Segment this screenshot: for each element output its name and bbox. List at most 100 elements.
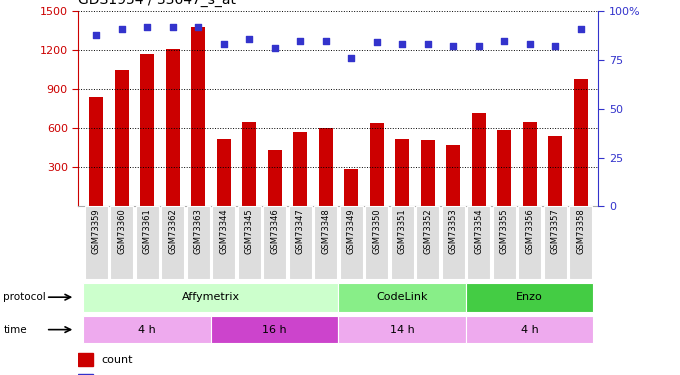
Bar <box>573 79 588 206</box>
FancyBboxPatch shape <box>263 206 286 279</box>
FancyBboxPatch shape <box>441 206 464 279</box>
FancyBboxPatch shape <box>288 206 311 279</box>
Text: GSM73344: GSM73344 <box>219 209 228 254</box>
FancyBboxPatch shape <box>339 283 466 312</box>
Text: Affymetrix: Affymetrix <box>182 292 240 302</box>
FancyBboxPatch shape <box>569 206 592 279</box>
FancyBboxPatch shape <box>211 316 339 344</box>
Bar <box>318 128 333 206</box>
Point <box>320 38 331 44</box>
FancyBboxPatch shape <box>161 206 184 279</box>
FancyBboxPatch shape <box>466 283 593 312</box>
FancyBboxPatch shape <box>83 283 339 312</box>
Text: GSM73347: GSM73347 <box>296 209 305 254</box>
Bar <box>369 123 384 206</box>
Text: GDS1954 / 33647_s_at: GDS1954 / 33647_s_at <box>78 0 236 8</box>
FancyBboxPatch shape <box>83 316 211 344</box>
Text: time: time <box>3 325 27 334</box>
FancyBboxPatch shape <box>135 206 158 279</box>
Text: GSM73345: GSM73345 <box>245 209 254 254</box>
Bar <box>78 353 92 366</box>
Text: GSM73346: GSM73346 <box>270 209 279 254</box>
Text: GSM73362: GSM73362 <box>168 209 177 254</box>
Text: 4 h: 4 h <box>138 325 156 334</box>
Bar <box>140 54 154 206</box>
FancyBboxPatch shape <box>543 206 566 279</box>
FancyBboxPatch shape <box>416 206 439 279</box>
Bar <box>420 140 435 206</box>
Bar <box>395 139 409 206</box>
FancyBboxPatch shape <box>518 206 541 279</box>
Bar <box>293 132 307 206</box>
Text: GSM73356: GSM73356 <box>525 209 534 254</box>
FancyBboxPatch shape <box>186 206 209 279</box>
FancyBboxPatch shape <box>339 316 466 344</box>
Point <box>371 39 382 45</box>
Bar <box>191 27 205 206</box>
Text: GSM73354: GSM73354 <box>474 209 483 254</box>
Text: GSM73349: GSM73349 <box>347 209 356 254</box>
Point <box>269 45 280 51</box>
FancyBboxPatch shape <box>212 206 235 279</box>
Text: GSM73351: GSM73351 <box>398 209 407 254</box>
FancyBboxPatch shape <box>466 316 593 344</box>
Point <box>575 26 586 32</box>
FancyBboxPatch shape <box>84 206 107 279</box>
FancyBboxPatch shape <box>110 206 133 279</box>
Text: protocol: protocol <box>3 292 46 302</box>
Text: Enzo: Enzo <box>516 292 543 302</box>
Point <box>243 36 254 42</box>
FancyBboxPatch shape <box>339 206 362 279</box>
FancyBboxPatch shape <box>390 206 413 279</box>
Text: GSM73359: GSM73359 <box>92 209 101 254</box>
Bar <box>446 145 460 206</box>
FancyBboxPatch shape <box>492 206 515 279</box>
Text: GSM73352: GSM73352 <box>423 209 432 254</box>
FancyBboxPatch shape <box>237 206 260 279</box>
Text: CodeLink: CodeLink <box>376 292 428 302</box>
Bar <box>242 122 256 206</box>
Text: 4 h: 4 h <box>521 325 539 334</box>
Point <box>294 38 305 44</box>
Text: 16 h: 16 h <box>262 325 287 334</box>
Bar <box>548 136 562 206</box>
Point <box>422 41 433 47</box>
Bar <box>165 49 180 206</box>
Bar <box>216 139 231 206</box>
Text: GSM73358: GSM73358 <box>576 209 585 254</box>
Point <box>447 44 458 50</box>
Point <box>90 32 101 38</box>
Text: GSM73360: GSM73360 <box>117 209 126 254</box>
Bar <box>471 112 486 206</box>
Point <box>167 24 178 30</box>
Point <box>549 44 560 50</box>
Text: GSM73355: GSM73355 <box>500 209 509 254</box>
Bar <box>89 97 103 206</box>
Point <box>345 55 356 61</box>
Text: GSM73348: GSM73348 <box>321 209 330 254</box>
Point <box>498 38 509 44</box>
Point <box>396 41 407 47</box>
Text: GSM73361: GSM73361 <box>143 209 152 254</box>
Text: GSM73363: GSM73363 <box>194 209 203 254</box>
Bar <box>522 122 537 206</box>
Bar <box>267 150 282 206</box>
Point <box>524 41 535 47</box>
Point <box>116 26 127 32</box>
Text: GSM73350: GSM73350 <box>372 209 381 254</box>
Point <box>218 41 229 47</box>
Point <box>473 44 484 50</box>
Point <box>141 24 152 30</box>
Bar <box>114 70 129 206</box>
Text: GSM73353: GSM73353 <box>449 209 458 254</box>
FancyBboxPatch shape <box>365 206 388 279</box>
Bar <box>497 129 511 206</box>
Bar <box>78 374 92 375</box>
Bar <box>344 168 358 206</box>
Point <box>192 24 203 30</box>
FancyBboxPatch shape <box>314 206 337 279</box>
Text: count: count <box>101 354 133 364</box>
FancyBboxPatch shape <box>467 206 490 279</box>
Text: GSM73357: GSM73357 <box>551 209 560 254</box>
Text: 14 h: 14 h <box>390 325 414 334</box>
